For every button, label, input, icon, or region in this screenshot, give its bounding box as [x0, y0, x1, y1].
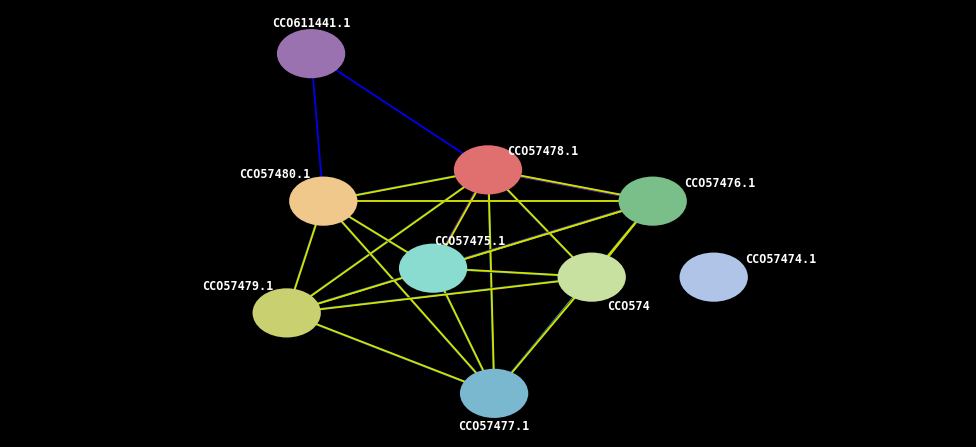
Ellipse shape [277, 29, 346, 78]
Ellipse shape [289, 177, 357, 226]
Text: CCO57476.1: CCO57476.1 [684, 177, 755, 190]
Ellipse shape [460, 369, 528, 418]
Text: CCO57479.1: CCO57479.1 [202, 279, 273, 293]
Ellipse shape [454, 145, 522, 194]
Text: CCO611441.1: CCO611441.1 [272, 17, 350, 30]
Text: CCO57474.1: CCO57474.1 [745, 253, 817, 266]
Ellipse shape [253, 288, 321, 337]
Ellipse shape [679, 253, 748, 302]
Text: CCO57475.1: CCO57475.1 [434, 235, 506, 248]
Text: CCO57477.1: CCO57477.1 [459, 420, 530, 434]
Ellipse shape [557, 253, 626, 302]
Text: CCO574: CCO574 [607, 299, 650, 313]
Ellipse shape [619, 177, 687, 226]
Ellipse shape [399, 244, 468, 293]
Text: CCO57480.1: CCO57480.1 [239, 168, 310, 181]
Text: CCO57478.1: CCO57478.1 [508, 145, 579, 159]
